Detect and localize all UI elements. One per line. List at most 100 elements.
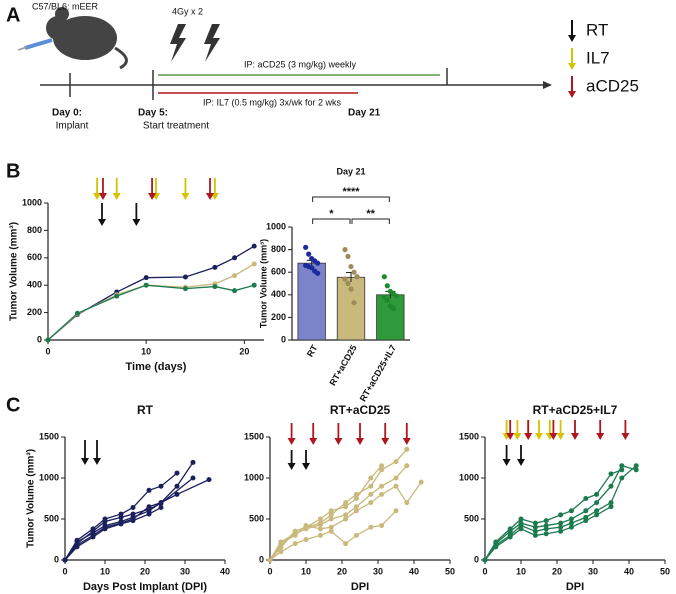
data-point [558, 512, 564, 518]
x-tick-label: 10 [301, 566, 311, 576]
strain-label: C57/BL6: mEER [32, 1, 99, 11]
arrow [210, 178, 219, 200]
data-point [532, 520, 538, 526]
data-point [292, 531, 298, 537]
mouse-icon [17, 7, 128, 70]
arrow [502, 445, 511, 466]
x-tick-label: 40 [409, 566, 419, 576]
data-point [393, 459, 399, 465]
y-tick-label: 500 [464, 513, 479, 523]
data-point [619, 475, 625, 481]
data-point [232, 273, 238, 279]
arrow-head [568, 91, 576, 98]
x-axis-label: DPI [566, 581, 584, 593]
arrow-head [549, 433, 558, 440]
data-point [315, 260, 321, 266]
data-point [393, 475, 399, 481]
significance-bracket [351, 218, 390, 224]
y-tick-label: 600 [271, 267, 286, 277]
x-tick-label: 50 [445, 566, 455, 576]
data-point [351, 269, 357, 275]
data-point [174, 491, 180, 497]
arrow-head [568, 35, 576, 42]
y-axis-label: Tumor Volume (mm³) [9, 222, 20, 321]
x-axis-label: DPI [351, 581, 369, 593]
data-point [633, 463, 639, 469]
arrow-head [513, 433, 522, 440]
day-note: Start treatment [143, 121, 209, 132]
data-point [74, 544, 80, 550]
data-point [568, 516, 574, 522]
y-tick-label: 500 [44, 513, 59, 523]
data-point [345, 280, 351, 287]
data-point [353, 532, 359, 538]
arrow [181, 178, 190, 200]
arrow-head [571, 433, 579, 440]
arrow-head [556, 433, 565, 440]
data-point [212, 284, 218, 290]
data-point [343, 500, 349, 506]
chart-title: RT+aCD25+IL7 [533, 403, 618, 417]
y-tick-label: 200 [271, 312, 286, 322]
data-point [146, 487, 152, 493]
panel-label: C [6, 394, 20, 416]
data-point [583, 508, 589, 514]
data-point [232, 255, 238, 261]
data-point [143, 282, 149, 288]
axis [47, 203, 264, 341]
data-point [583, 518, 589, 524]
arrow-head [112, 193, 121, 200]
significance-label: ** [366, 208, 375, 220]
data-point [351, 300, 357, 306]
x-tick-label: 20 [552, 566, 562, 576]
axis [484, 437, 665, 561]
data-point [303, 537, 309, 542]
data-point [543, 526, 549, 532]
day-label: Day 0: [52, 108, 82, 119]
data-point [158, 483, 164, 489]
data-point [212, 264, 218, 270]
data-point [608, 500, 614, 506]
panel-label: A [6, 4, 20, 26]
x-tick-label: 30 [180, 566, 190, 576]
arrow [556, 420, 565, 440]
data-point [278, 549, 284, 555]
data-point [348, 263, 354, 270]
y-tick-label: 400 [27, 280, 42, 290]
x-axis-label: Days Post Implant (DPI) [83, 581, 207, 593]
arrow [287, 423, 296, 445]
legend-label: aCD25 [586, 76, 639, 95]
day-label: Day 5: [138, 108, 168, 119]
data-point [379, 463, 385, 469]
data-point [343, 512, 349, 518]
y-axis-label: Tumor Volume (mm³) [26, 449, 37, 548]
data-point [594, 500, 600, 506]
series-line [64, 506, 162, 561]
data-point [518, 516, 524, 522]
legend-label: IL7 [586, 48, 610, 67]
series-line [484, 469, 623, 561]
data-point [190, 475, 196, 481]
data-point [317, 532, 323, 538]
y-tick-label: 1500 [244, 431, 264, 441]
data-point [393, 483, 399, 489]
x-tick-label: 0 [62, 566, 67, 576]
data-point [328, 512, 334, 518]
data-point [594, 508, 600, 514]
data-point [384, 283, 390, 289]
arrow-head [502, 459, 511, 466]
y-tick-label: 1500 [39, 431, 59, 441]
arrow [309, 423, 318, 445]
data-point [251, 243, 257, 249]
y-tick-label: 600 [27, 252, 42, 262]
data-point [90, 526, 96, 532]
data-point [532, 524, 538, 530]
arrow [206, 178, 214, 200]
data-point [532, 528, 538, 534]
x-tick-label: 40 [220, 566, 230, 576]
y-tick-label: 1000 [266, 221, 286, 231]
data-point [568, 524, 574, 530]
significance-bracket [312, 218, 351, 224]
data-point [143, 275, 149, 281]
arrow-head [506, 433, 515, 440]
